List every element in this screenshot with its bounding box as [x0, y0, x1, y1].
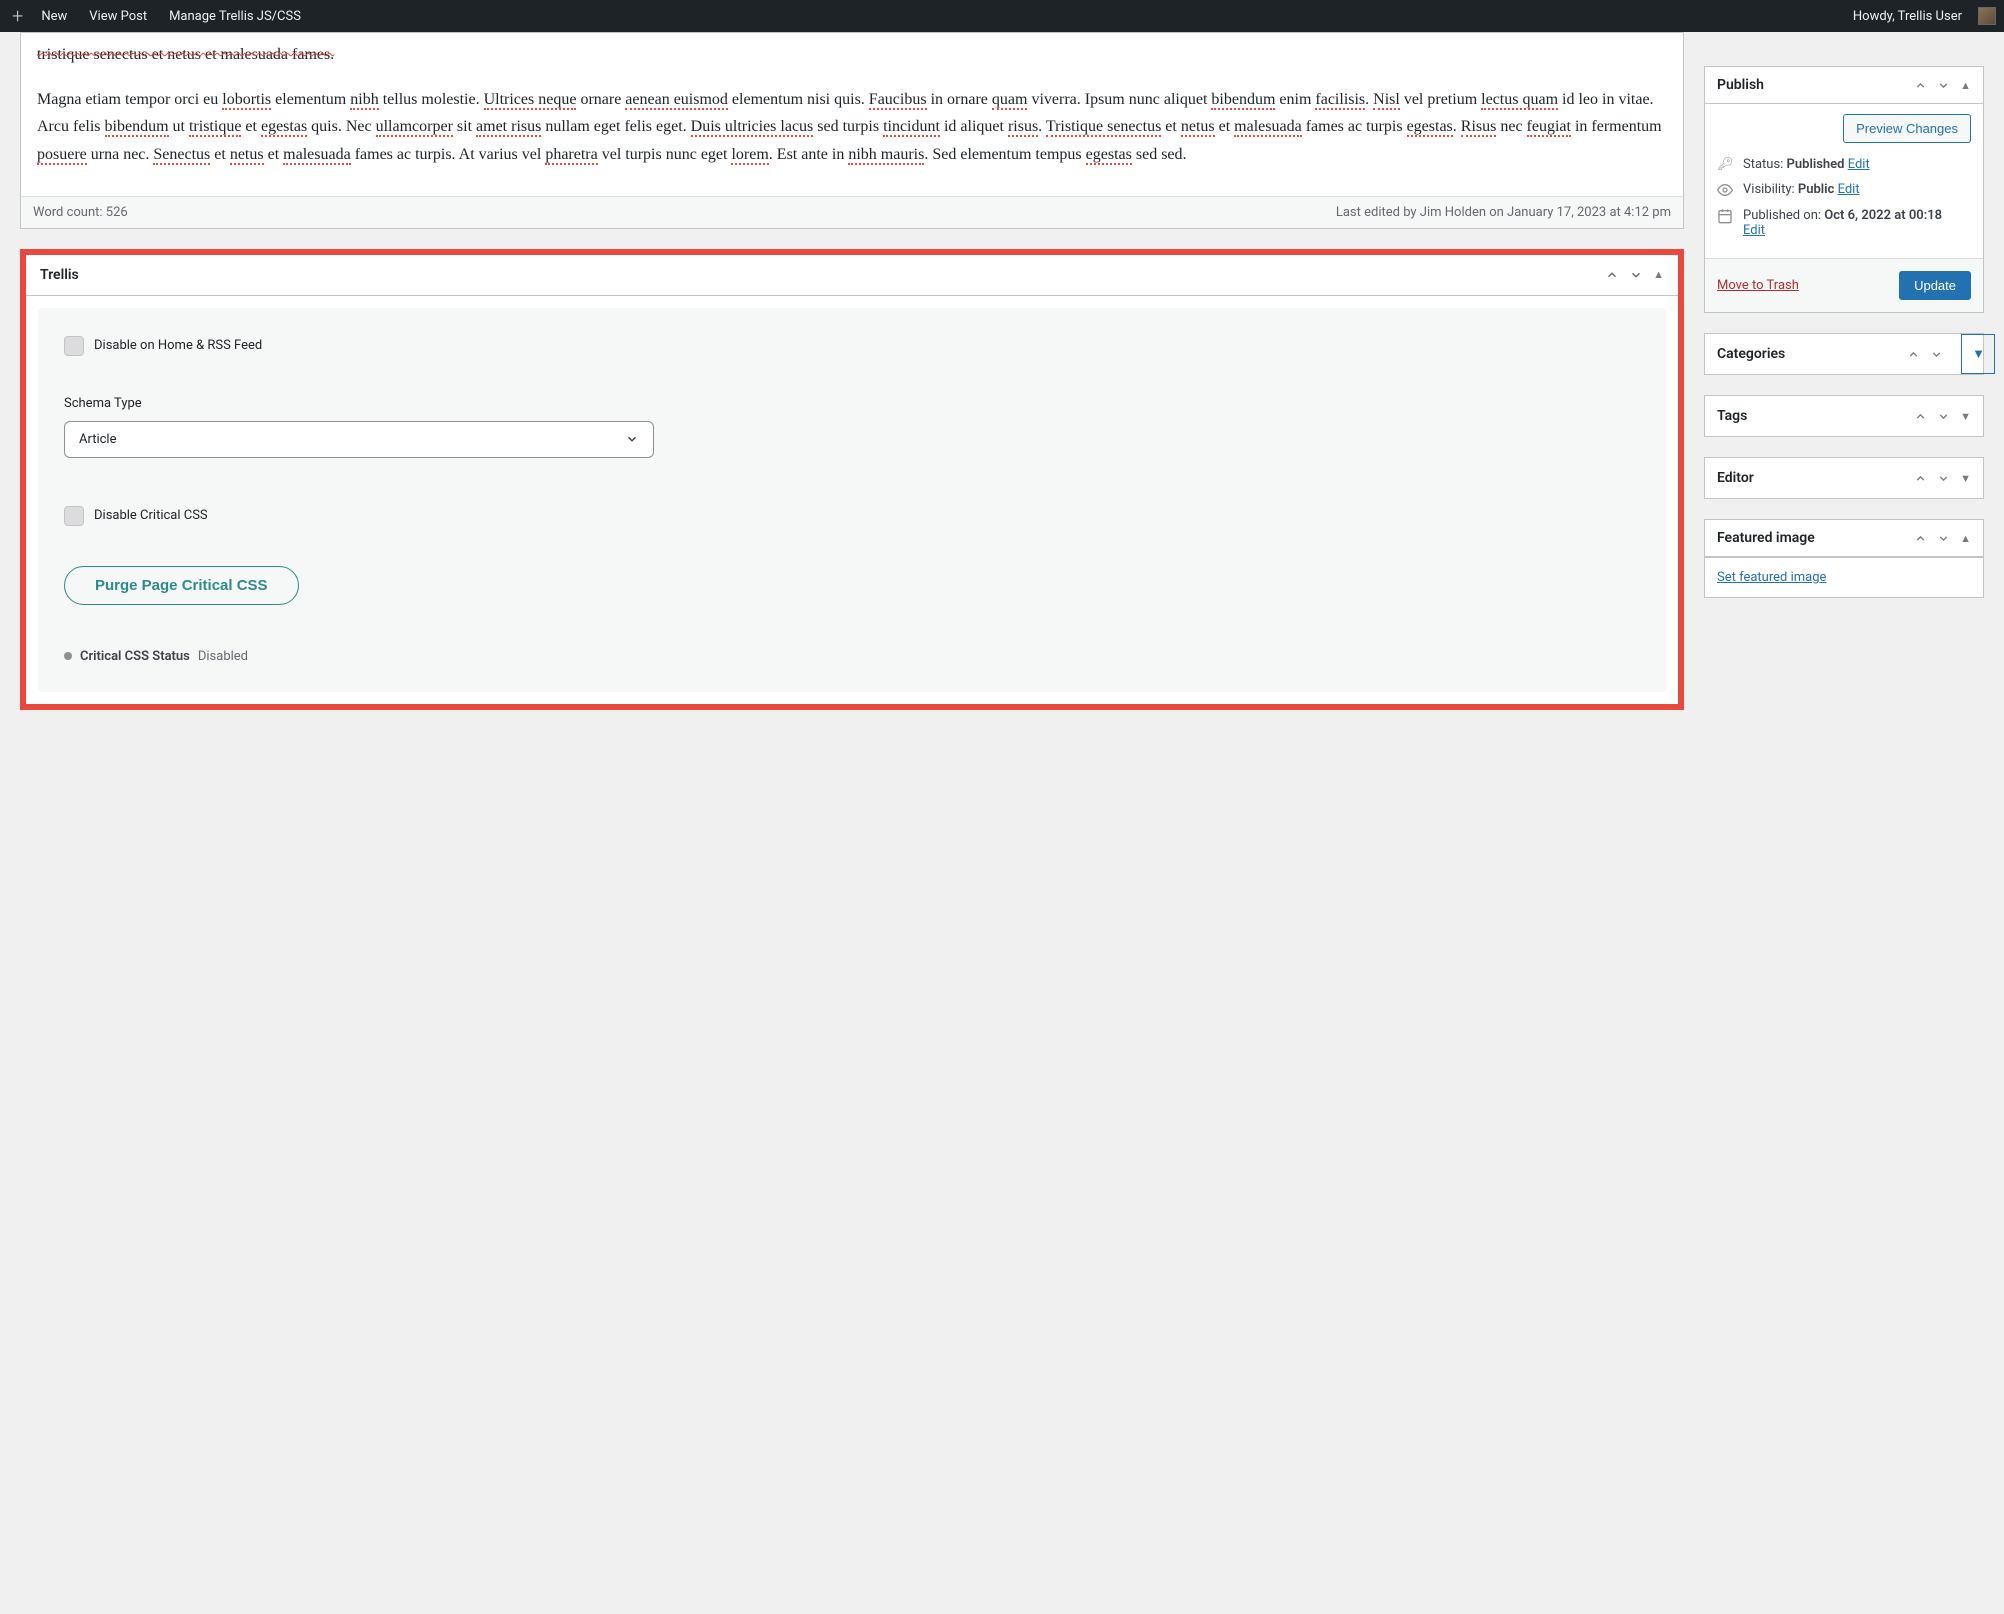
schema-type-label: Schema Type — [64, 396, 1640, 411]
status-line: Status: Published Edit — [1743, 157, 1870, 172]
triangle-down-icon[interactable]: ▼ — [1961, 334, 1995, 374]
trellis-panel-highlight: Trellis ▲ Disable on Home & RSS Feed Sch… — [20, 249, 1684, 710]
avatar[interactable] — [1978, 7, 1996, 25]
editor-status-bar: Word count: 526 Last edited by Jim Holde… — [21, 196, 1683, 228]
set-featured-image-link[interactable]: Set featured image — [1717, 570, 1826, 585]
howdy-label[interactable]: Howdy, Trellis User — [1845, 9, 1970, 24]
chevron-down-icon[interactable] — [1629, 268, 1643, 282]
trellis-title: Trellis — [40, 267, 79, 283]
publish-title: Publish — [1717, 77, 1764, 93]
chevron-up-icon[interactable] — [1914, 79, 1927, 92]
chevron-up-icon[interactable] — [1914, 532, 1927, 545]
view-post-link[interactable]: View Post — [81, 9, 155, 24]
chevron-down-icon — [625, 432, 639, 446]
chevron-down-icon[interactable] — [1930, 348, 1943, 361]
editor-cut-line: tristique senectus et netus et malesuada… — [37, 46, 334, 63]
trellis-panel-body: Disable on Home & RSS Feed Schema Type A… — [38, 308, 1666, 692]
chevron-up-icon[interactable] — [1605, 268, 1619, 282]
triangle-down-icon[interactable]: ▼ — [1960, 410, 1971, 423]
triangle-up-icon[interactable]: ▲ — [1653, 268, 1664, 281]
status-dot-icon — [64, 652, 72, 660]
chevron-down-icon[interactable] — [1937, 410, 1950, 423]
trellis-panel-header: Trellis ▲ — [26, 255, 1678, 296]
word-count: Word count: 526 — [33, 205, 128, 220]
chevron-up-icon[interactable] — [1914, 472, 1927, 485]
manage-trellis-link[interactable]: Manage Trellis JS/CSS — [161, 9, 309, 24]
update-button[interactable]: Update — [1899, 271, 1971, 300]
triangle-up-icon[interactable]: ▲ — [1960, 532, 1971, 545]
chevron-up-icon[interactable] — [1914, 410, 1927, 423]
disable-home-checkbox[interactable] — [64, 336, 84, 356]
published-on-line: Published on: Oct 6, 2022 at 00:18Edit — [1743, 208, 1942, 238]
disable-ccss-label: Disable Critical CSS — [94, 508, 208, 523]
publish-panel: Publish ▲ Preview Changes 🔑︎ Status: Pub… — [1704, 66, 1984, 313]
categories-title: Categories — [1717, 346, 1785, 362]
categories-panel[interactable]: Categories ▼ — [1704, 333, 1984, 375]
disable-ccss-checkbox[interactable] — [64, 506, 84, 526]
new-link[interactable]: New — [33, 9, 75, 24]
visibility-line: Visibility: Public Edit — [1743, 182, 1860, 197]
plus-icon[interactable]: + — [8, 4, 27, 28]
key-icon: 🔑︎ — [1717, 157, 1733, 172]
triangle-down-icon[interactable]: ▼ — [1960, 472, 1971, 485]
purge-ccss-button[interactable]: Purge Page Critical CSS — [64, 566, 299, 605]
schema-type-select[interactable]: Article — [64, 421, 654, 458]
move-to-trash-link[interactable]: Move to Trash — [1717, 278, 1799, 293]
edit-visibility-link[interactable]: Edit — [1838, 182, 1860, 197]
eye-icon — [1717, 182, 1733, 198]
disable-home-label: Disable on Home & RSS Feed — [94, 338, 262, 353]
editor-panel[interactable]: Editor ▼ — [1704, 457, 1984, 499]
editor-paragraph: Magna etiam tempor orci eu lobortis elem… — [37, 86, 1667, 168]
chevron-up-icon[interactable] — [1907, 348, 1920, 361]
triangle-up-icon[interactable]: ▲ — [1960, 79, 1971, 92]
editor-title: Editor — [1717, 470, 1754, 486]
ccss-status-value: Disabled — [198, 649, 248, 664]
ccss-status-label: Critical CSS Status — [80, 649, 190, 664]
chevron-down-icon[interactable] — [1937, 472, 1950, 485]
calendar-icon — [1717, 208, 1733, 224]
editor-content[interactable]: tristique senectus et netus et malesuada… — [21, 33, 1683, 196]
edit-date-link[interactable]: Edit — [1743, 223, 1765, 238]
editor-box: tristique senectus et netus et malesuada… — [20, 32, 1684, 229]
chevron-down-icon[interactable] — [1937, 532, 1950, 545]
schema-type-value: Article — [79, 432, 116, 447]
featured-image-title: Featured image — [1717, 530, 1815, 546]
admin-bar: + New View Post Manage Trellis JS/CSS Ho… — [0, 0, 2004, 32]
edit-status-link[interactable]: Edit — [1848, 157, 1870, 172]
chevron-down-icon[interactable] — [1937, 79, 1950, 92]
last-edited: Last edited by Jim Holden on January 17,… — [1336, 205, 1671, 220]
tags-title: Tags — [1717, 408, 1747, 424]
featured-image-panel: Featured image ▲ Set featured image — [1704, 519, 1984, 598]
tags-panel[interactable]: Tags ▼ — [1704, 395, 1984, 437]
preview-changes-button[interactable]: Preview Changes — [1843, 114, 1971, 143]
